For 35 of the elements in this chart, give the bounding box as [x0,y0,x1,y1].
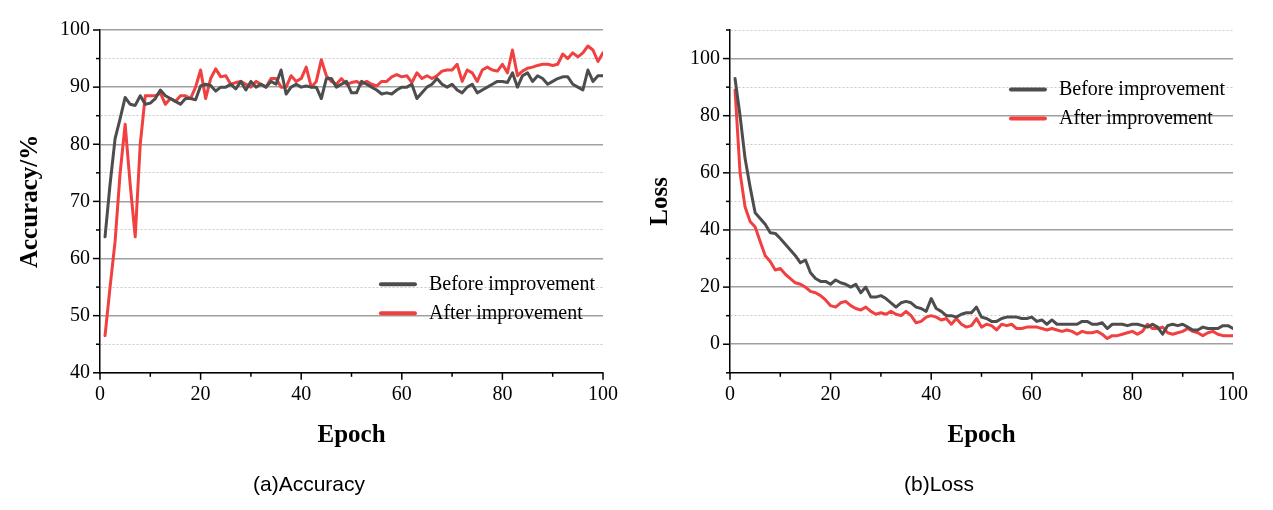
x-axis-title: Epoch [947,420,1016,448]
legend-label: Before improvement [428,271,596,295]
y-tick-label: 80 [700,102,720,125]
y-tick-label: 40 [700,217,720,240]
x-tick-label: 100 [588,382,618,405]
y-tick-label: 100 [690,45,720,68]
x-tick-label: 60 [1021,382,1042,405]
y-tick-label: 0 [710,331,720,354]
y-tick-label: 80 [70,131,90,154]
x-tick-label: 0 [725,382,735,405]
y-tick-label: 60 [700,160,720,183]
y-tick-label: 100 [60,17,90,40]
x-tick-label: 0 [95,382,105,405]
x-tick-label: 20 [820,382,841,405]
text: (a)Accuracy [252,472,366,496]
y-axis-title: Loss [645,176,673,226]
legend-label: After improvement [1058,105,1214,129]
x-tick-label: 20 [190,382,211,405]
x-tick-label: 40 [921,382,942,405]
x-tick-label: 40 [291,382,312,405]
y-axis-title: Accuracy/% [15,134,43,269]
x-tick-label: 80 [1122,382,1143,405]
y-tick-label: 40 [70,360,90,383]
y-tick-label: 70 [70,188,90,211]
x-tick-label: 100 [1218,382,1248,405]
y-tick-label: 60 [70,245,90,268]
x-axis-title: Epoch [317,420,386,448]
y-tick-label: 50 [70,302,90,325]
legend-label: Before improvement [1058,76,1226,100]
y-tick-label: 20 [700,274,720,297]
x-tick-label: 80 [492,382,513,405]
x-tick-label: 60 [391,382,412,405]
legend-label: After improvement [428,300,584,324]
y-tick-label: 90 [70,74,90,97]
text: (b)Loss [903,472,975,496]
